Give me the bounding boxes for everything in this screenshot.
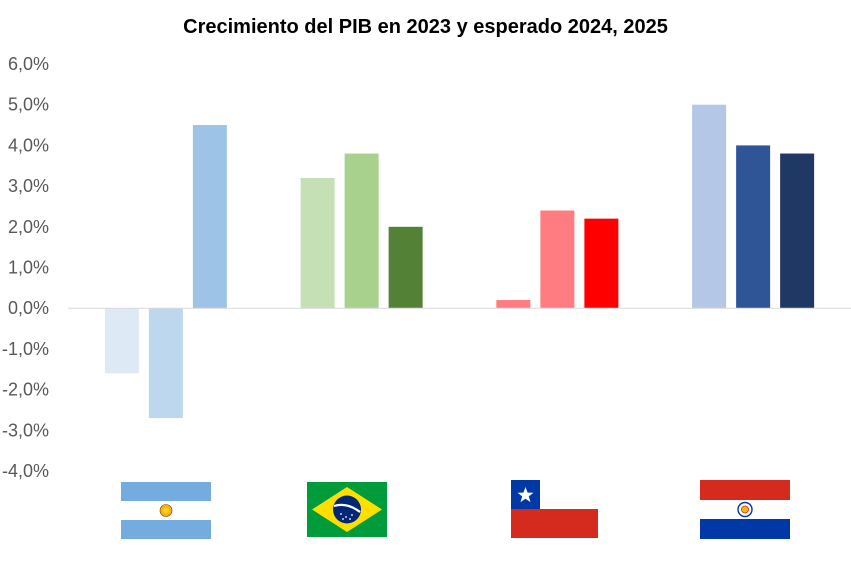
y-tick-label: 1,0% bbox=[8, 258, 49, 278]
chile-flag bbox=[511, 480, 598, 538]
y-tick-label: 0,0% bbox=[8, 298, 49, 318]
bar-argentina-3 bbox=[192, 125, 227, 309]
paraguay-flag bbox=[700, 480, 790, 539]
bar-paraguay-1 bbox=[692, 104, 727, 309]
y-axis-ticks: 6,0% 5,0% 4,0% 3,0% 2,0% 1,0% 0,0% -1,0% -2,0% -3… bbox=[2, 54, 49, 481]
y-tick-label: -1,0% bbox=[2, 339, 49, 359]
bars bbox=[104, 104, 815, 419]
bar-argentina-2 bbox=[148, 308, 183, 419]
bar-argentina-1 bbox=[104, 308, 139, 374]
y-tick-label: 2,0% bbox=[8, 217, 49, 237]
star-icon bbox=[517, 487, 534, 503]
y-tick-label: 3,0% bbox=[8, 176, 49, 196]
argentina-flag bbox=[121, 482, 211, 539]
bar-brasil-2 bbox=[344, 153, 379, 309]
y-tick-label: 5,0% bbox=[8, 95, 49, 115]
brazil-flag bbox=[307, 482, 387, 537]
y-tick-label: 6,0% bbox=[8, 54, 49, 74]
bar-paraguay-3 bbox=[780, 153, 815, 309]
bar-chile-2 bbox=[540, 210, 575, 309]
bar-paraguay-2 bbox=[736, 145, 771, 309]
bar-brasil-3 bbox=[388, 226, 423, 309]
bar-chile-1 bbox=[496, 300, 531, 309]
y-tick-label: 4,0% bbox=[8, 135, 49, 155]
chart-title: Crecimiento del PIB en 2023 y esperado 2… bbox=[183, 16, 668, 38]
bar-brasil-1 bbox=[300, 177, 335, 309]
y-tick-label: -2,0% bbox=[2, 380, 49, 400]
y-tick-label: -3,0% bbox=[2, 420, 49, 440]
bar-chile-3 bbox=[584, 218, 619, 309]
y-tick-label: -4,0% bbox=[2, 461, 49, 481]
